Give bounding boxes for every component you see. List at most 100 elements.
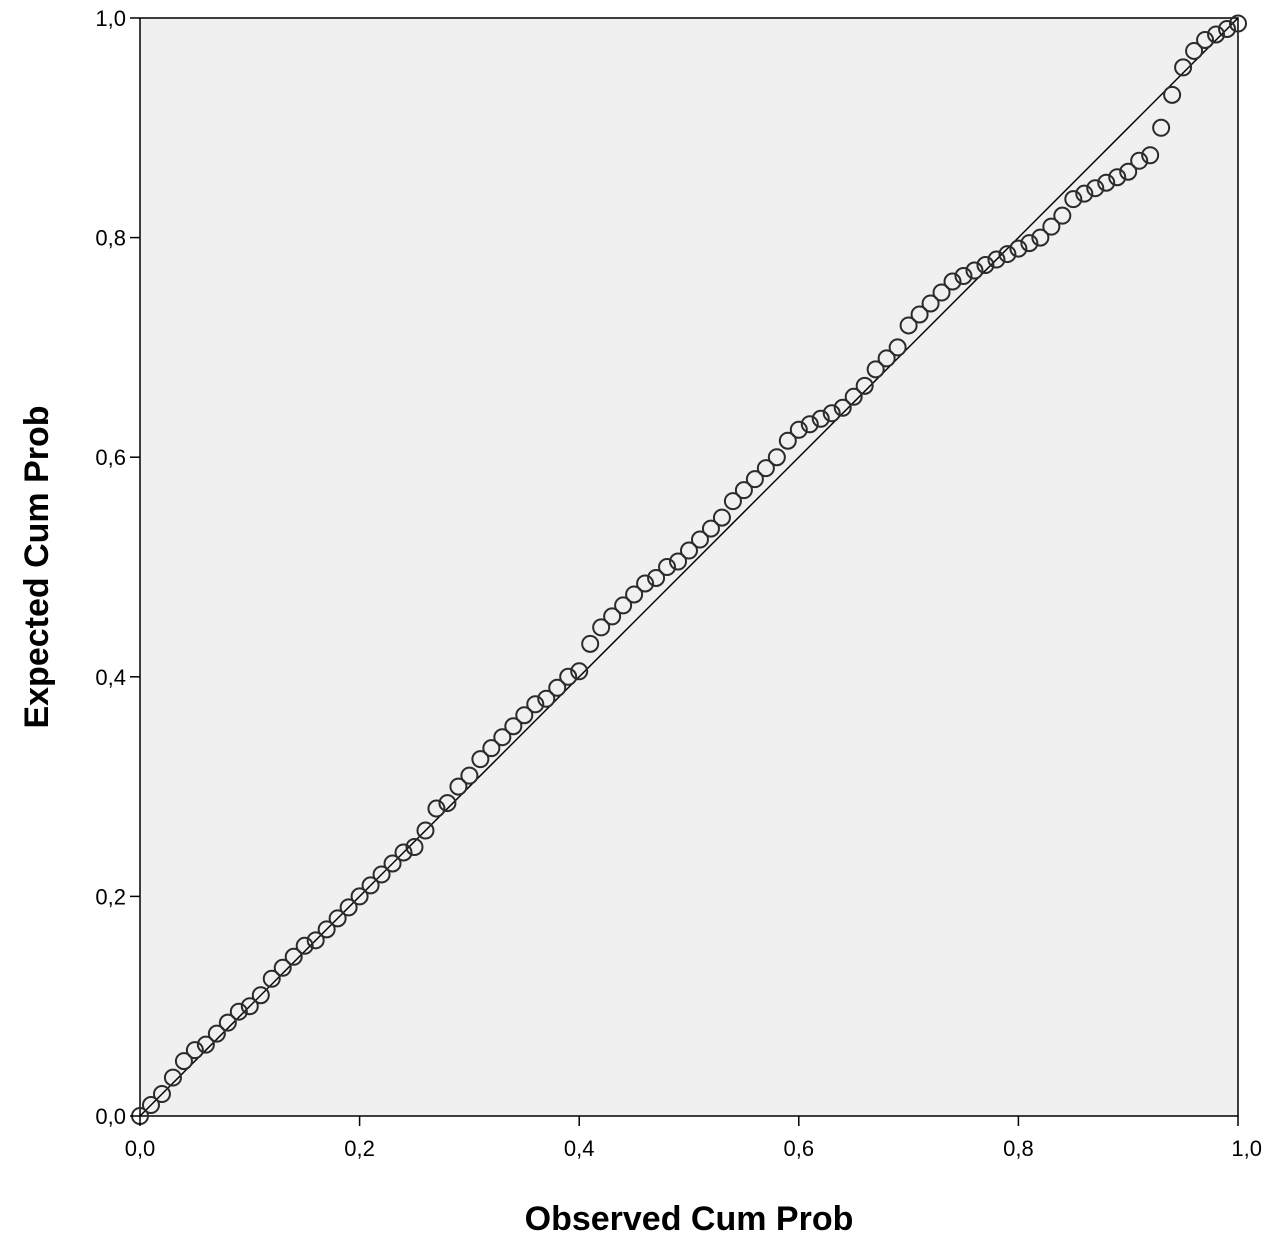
data-point [998,245,1017,264]
data-point [1075,184,1094,203]
data-point [921,294,940,313]
data-point [1042,217,1061,236]
data-point [1064,190,1083,209]
data-point [701,519,720,538]
data-point [1053,206,1072,225]
data-point [537,689,556,708]
data-point [647,568,666,587]
x-tick-label: 0,0 [125,1136,156,1161]
data-point [932,283,951,302]
y-axis: 0,0 0,2 0,4 0,6 0,8 1,0 [95,6,140,1129]
data-point [515,706,534,725]
data-point [1185,41,1204,60]
data-point [559,667,578,686]
data-point [756,459,775,478]
data-point [449,777,468,796]
data-point [273,958,292,977]
x-tick-label: 0,2 [344,1136,375,1161]
data-point [317,920,336,939]
data-point [778,431,797,450]
data-point [899,316,918,335]
data-point [405,837,424,856]
data-point [284,947,303,966]
data-point [636,574,655,593]
data-point [658,558,677,576]
data-point [504,717,523,736]
data-point [328,909,347,928]
data-point [1009,239,1028,258]
x-tick-label: 0,6 [784,1136,815,1161]
data-point [295,936,314,955]
data-point [570,662,589,681]
data-point [262,969,281,988]
data-point [471,750,490,769]
data-point [910,305,929,324]
data-point [690,530,709,549]
data-point [1196,30,1215,49]
x-tick-label: 1,0 [1231,1136,1262,1161]
data-point [460,766,479,785]
data-point [614,596,633,615]
x-tick-label: 0,8 [1003,1136,1034,1161]
data-point [526,695,545,714]
data-point [800,415,819,434]
data-point [251,986,270,1005]
data-point [680,541,698,560]
data-point [669,552,688,571]
data-point [394,843,413,862]
data-point [229,1002,248,1021]
y-tick-label: 0,0 [95,1104,126,1129]
data-point [163,1068,182,1087]
data-point [152,1085,171,1104]
data-point [581,634,600,653]
data-point [811,409,830,428]
data-point [833,398,852,417]
data-point [482,739,501,758]
data-point [196,1035,215,1054]
data-point [954,267,973,286]
data-point [789,420,808,439]
data-point [306,931,325,950]
data-point [1152,118,1171,137]
data-point [218,1013,237,1032]
data-point [987,250,1006,269]
y-tick-label: 0,6 [95,445,126,470]
data-point [240,997,259,1016]
y-tick-label: 0,8 [95,226,126,251]
data-point [767,448,786,467]
data-point [141,1096,160,1115]
data-point [174,1052,193,1071]
y-axis-title: Expected Cum Prob [18,405,56,728]
data-point [1108,168,1127,187]
data-point [603,607,622,626]
data-point [1097,173,1116,192]
data-point [822,404,841,423]
data-point [1207,25,1226,44]
data-point [372,865,391,884]
data-point [877,349,896,368]
data-point [339,898,358,917]
x-axis: 0,0 0,2 0,4 0,6 0,8 1,0 [125,1116,1262,1161]
data-point [1174,58,1193,77]
data-point [592,618,611,637]
data-point [965,261,984,280]
x-axis-title: Observed Cum Prob [525,1200,854,1238]
data-point [361,876,380,895]
data-point [1141,146,1160,165]
x-tick-label: 0,4 [564,1136,595,1161]
data-point [416,821,435,840]
data-point [625,585,644,604]
data-point [548,678,567,697]
y-tick-label: 0,4 [95,665,126,690]
data-point [943,272,962,291]
data-point [1119,162,1138,181]
data-point [493,728,512,747]
data-point [1020,234,1039,253]
reference-line [139,17,1239,1117]
data-point [1229,14,1247,33]
data-point [1218,19,1237,38]
data-point [350,887,369,906]
data-point [207,1024,226,1043]
data-point [383,854,402,873]
y-tick-label: 0,2 [95,884,126,909]
